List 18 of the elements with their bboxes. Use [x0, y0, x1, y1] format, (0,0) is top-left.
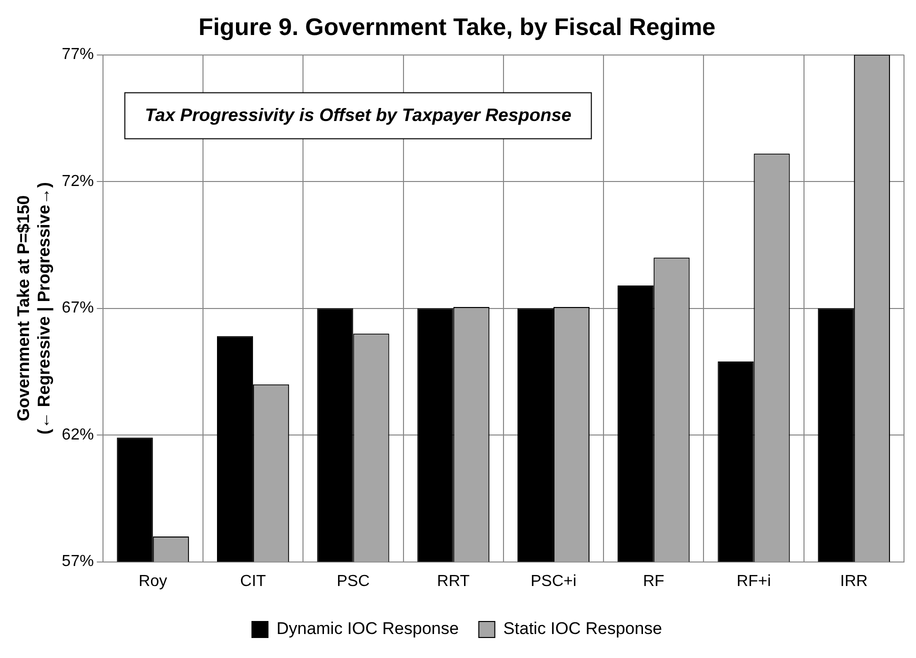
x-tick-label: Roy [138, 572, 168, 590]
x-tick-label: CIT [240, 572, 266, 590]
x-tick-label: PSC [336, 572, 370, 590]
x-tick-label: RRT [437, 572, 470, 590]
y-tick-label: 67% [62, 300, 94, 317]
x-tick-label: PSC+i [530, 572, 576, 590]
x-tick-label: IRR [840, 572, 868, 590]
y-tick-label: 77% [62, 46, 94, 64]
y-tick-label: 57% [62, 553, 94, 570]
x-tick-label: RF+i [736, 572, 771, 590]
y-tick-label: 72% [62, 172, 94, 190]
legend-label: Dynamic IOC Response [276, 619, 459, 638]
y-axis-title: Government Take at P=$150 (← Regressive | Progressive→) [14, 182, 54, 434]
y-tick-label: 62% [62, 426, 94, 444]
x-tick-label: RF [642, 572, 665, 590]
chart-title: Figure 9. Government Take, by Fiscal Regime [198, 14, 716, 42]
legend-label: Static IOC Response [503, 619, 662, 638]
annotation: Tax Progressivity is Offset by Taxpayer Response [144, 104, 572, 125]
